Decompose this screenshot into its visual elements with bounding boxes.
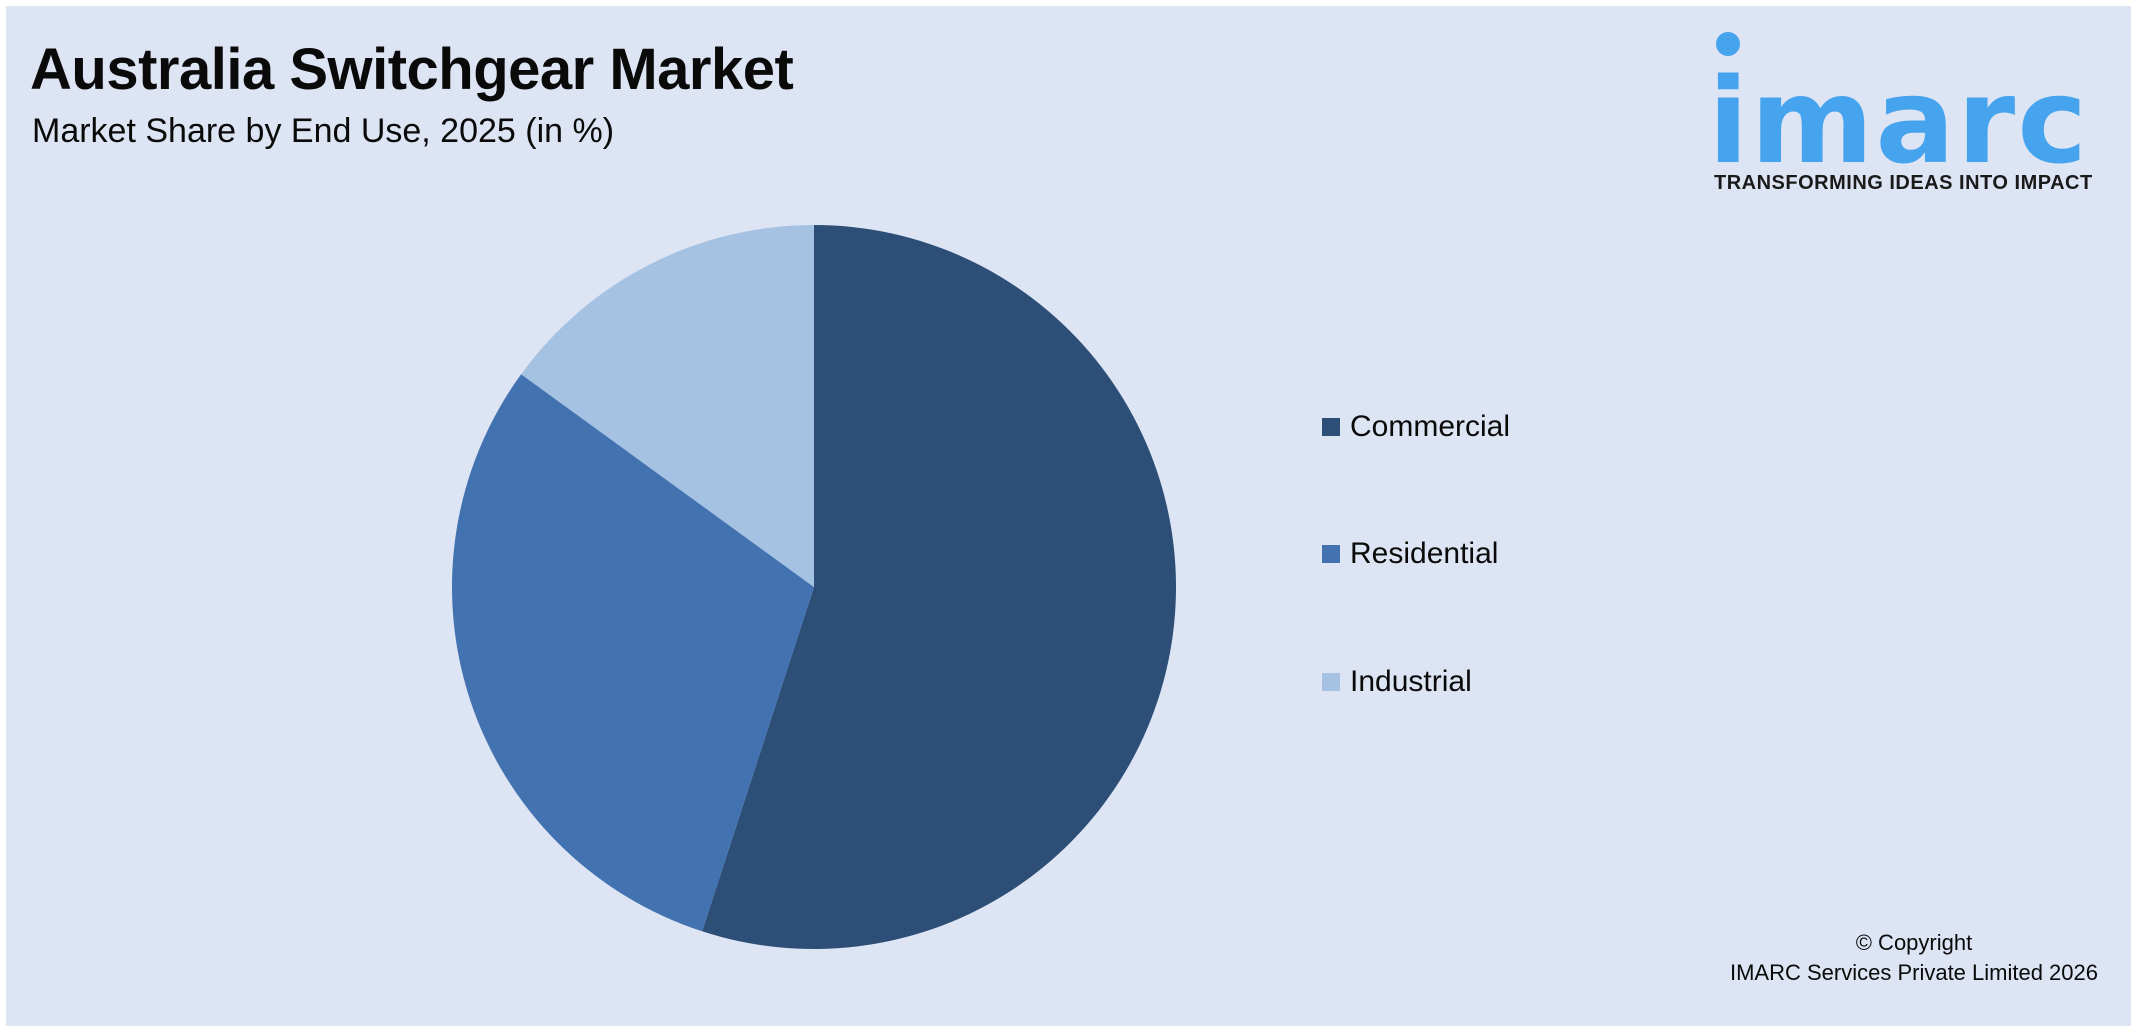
legend-label: Residential bbox=[1350, 537, 1499, 570]
pie-slice-industrial bbox=[521, 225, 814, 587]
logo-wordmark: imarc bbox=[1708, 52, 2090, 190]
legend-label: Industrial bbox=[1350, 665, 1472, 698]
copyright-line-2: IMARC Services Private Limited 2026 bbox=[1729, 960, 2098, 985]
legend-item-industrial: Industrial bbox=[1322, 665, 1472, 699]
legend-swatch-commercial bbox=[1322, 418, 1340, 436]
imarc-logo: imarc TRANSFORMING IDEAS INTO IMPACT bbox=[1700, 24, 2120, 214]
logo-tagline: TRANSFORMING IDEAS INTO IMPACT bbox=[1714, 172, 2093, 194]
chart-title: Australia Switchgear Market bbox=[30, 37, 794, 102]
pie-slice-commercial bbox=[702, 225, 1176, 949]
legend-label: Commercial bbox=[1350, 410, 1511, 443]
legend-swatch-industrial bbox=[1322, 673, 1340, 691]
legend-item-residential: Residential bbox=[1322, 537, 1498, 571]
legend-item-commercial: Commercial bbox=[1322, 410, 1510, 444]
chart-subtitle: Market Share by End Use, 2025 (in %) bbox=[32, 112, 615, 150]
copyright-line-1: © Copyright bbox=[1855, 930, 1973, 955]
logo-dot-icon bbox=[1716, 32, 1740, 56]
legend-swatch-residential bbox=[1322, 545, 1340, 563]
copyright-notice: © Copyright IMARC Services Private Limit… bbox=[1730, 928, 2098, 988]
pie-slice-residential bbox=[451, 374, 814, 932]
pie-slices bbox=[451, 225, 1176, 949]
